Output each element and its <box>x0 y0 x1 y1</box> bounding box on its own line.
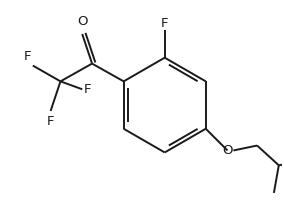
Text: F: F <box>23 49 31 63</box>
Text: F: F <box>161 17 168 30</box>
Text: O: O <box>77 15 87 28</box>
Text: F: F <box>47 115 54 128</box>
Text: O: O <box>222 144 233 157</box>
Text: F: F <box>84 83 92 96</box>
